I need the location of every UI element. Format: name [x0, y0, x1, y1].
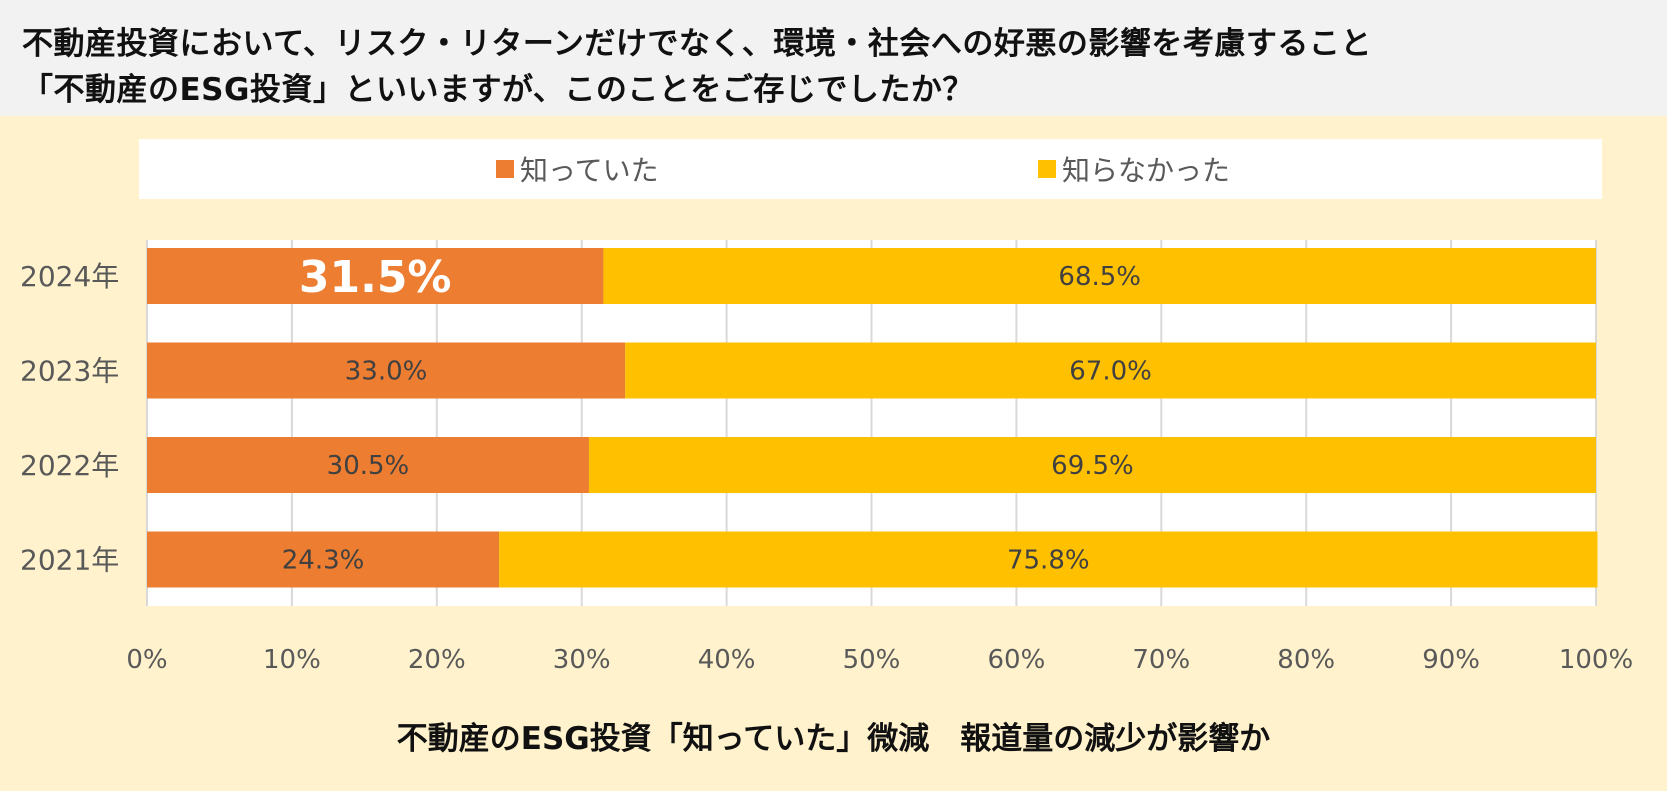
title-band: 不動産投資において、リスク・リターンだけでなく、環境・社会への好悪の影響を考慮す… [0, 0, 1667, 116]
legend-label-known: 知っていた [520, 154, 659, 187]
bar-unknown-0 [603, 248, 1596, 304]
data-label-unknown-2: 69.5% [1051, 451, 1134, 481]
data-label-unknown-3: 75.8% [1007, 546, 1090, 576]
bar-known-1 [147, 342, 626, 399]
data-label-known-1: 33.0% [345, 357, 428, 387]
bar-unknown-2 [588, 437, 1596, 493]
category-label-1: 2023年 [20, 355, 119, 388]
chart-legend: 知っていた 知らなかった [139, 139, 1602, 199]
data-label-known-3: 24.3% [282, 546, 365, 576]
category-label-0: 2024年 [20, 260, 119, 293]
question-title-line-2: 「不動産のESG投資」といいますが、このことをご存じでしたか？ [22, 72, 974, 108]
data-label-known-0: 31.5% [299, 252, 452, 303]
x-tick-label-2: 20% [408, 645, 466, 675]
x-tick-label-6: 60% [988, 645, 1046, 675]
x-tick-label-7: 70% [1132, 645, 1190, 675]
x-tick-label-3: 30% [553, 645, 611, 675]
bar-known-3 [147, 531, 500, 588]
x-tick-label-8: 80% [1277, 645, 1335, 675]
legend-item-unknown: 知らなかった [1038, 139, 1230, 199]
x-tick-label-0: 0% [126, 645, 167, 675]
legend-swatch-unknown [1038, 160, 1056, 178]
data-label-unknown-0: 68.5% [1058, 262, 1141, 292]
bar-unknown-1 [625, 342, 1596, 399]
category-label-2: 2022年 [20, 449, 119, 482]
bar-known-2 [147, 437, 589, 493]
chart-caption: 不動産のESG投資「知っていた」微減 報道量の減少が影響か [396, 721, 1271, 757]
x-tick-label-9: 90% [1422, 645, 1480, 675]
data-label-unknown-1: 67.0% [1069, 357, 1152, 387]
question-title-line-1: 不動産投資において、リスク・リターンだけでなく、環境・社会への好悪の影響を考慮す… [22, 26, 1372, 62]
bar-known-0 [147, 248, 604, 304]
x-tick-label-1: 10% [263, 645, 321, 675]
bar-unknown-3 [499, 531, 1598, 588]
category-label-3: 2021年 [20, 544, 119, 577]
stacked-bar-chart: 31.5% 68.5% 2024年 33.0% 67.0% 2023年 30.5% 69.5%… [20, 240, 1633, 675]
data-label-known-2: 30.5% [327, 451, 410, 481]
x-tick-label-4: 40% [698, 645, 756, 675]
legend-label-unknown: 知らなかった [1062, 154, 1231, 187]
legend-item-known: 知っていた [496, 139, 659, 199]
x-tick-label-10: 100% [1559, 645, 1633, 675]
x-tick-label-5: 50% [843, 645, 901, 675]
legend-swatch-known [496, 160, 514, 178]
